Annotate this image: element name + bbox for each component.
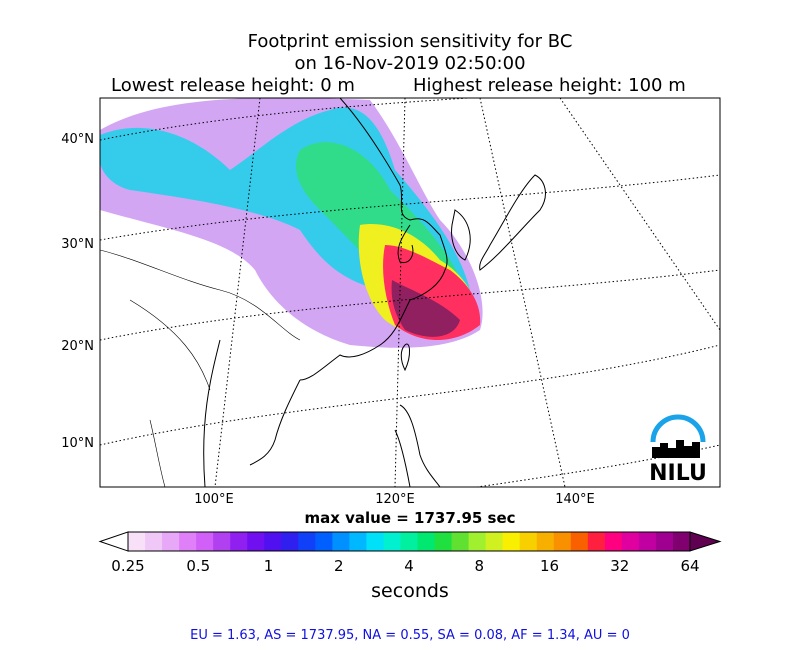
colorbar-tick-label: 64 [680,557,699,575]
colorbar-segment [230,532,248,551]
colorbar-segment [383,532,401,551]
title: Footprint emission sensitivity for BC [248,31,573,52]
colorbar-segment [621,532,640,551]
colorbar-segment [519,532,538,551]
release-high: Highest release height: 100 m [413,75,686,96]
lat-label: 30°N [61,237,94,252]
colorbar-segment [417,532,436,551]
colorbar-segment [196,532,214,551]
colorbar-segment [400,532,419,551]
graticule [100,98,720,487]
colorbar-segment [536,532,555,551]
colorbar-tick-label: 1 [264,557,274,575]
colorbar-segment [162,532,180,551]
colorbar-segment [604,532,623,551]
colorbar-segment [502,532,521,551]
colorbar-segment [128,532,146,551]
colorbar-segment [485,532,504,551]
lon-labels: 100°E 120°E 140°E [194,492,595,507]
footer: EU = 1.63, AS = 1737.95, NA = 0.55, SA =… [190,628,630,643]
colorbar-frame [127,531,691,552]
colorbar-segment [672,532,691,551]
release-low: Lowest release height: 0 m [111,75,355,96]
lon-label: 100°E [194,492,234,507]
colorbar-tick-label: 16 [540,557,559,575]
coastlines [100,98,546,487]
colorbar-segment [468,532,487,551]
colorbar-segment [434,532,453,551]
colorbar-segment [247,532,265,551]
colorbar-segment [451,532,470,551]
colorbar-extend-low [98,531,129,552]
plume [100,98,483,348]
map-frame [99,97,721,488]
subtitle: on 16-Nov-2019 02:50:00 [294,53,525,74]
colorbar-tick-label: 2 [334,557,344,575]
lon-label: 120°E [375,492,415,507]
colorbar-segment [655,532,674,551]
colorbar-segment [553,532,572,551]
colorbar: 0.25 0.5 1 2 4 8 16 32 64 [98,531,722,575]
colorbar-segment [638,532,657,551]
lon-label: 140°E [555,492,595,507]
colorbar-segment [570,532,589,551]
logo-text: NILU [649,461,707,486]
colorbar-segment [587,532,606,551]
colorbar-segment [281,532,299,551]
colorbar-tick-label: 32 [610,557,629,575]
map: NILU [100,98,720,487]
nilu-logo: NILU [649,414,707,486]
colorbar-extend-high [689,531,722,552]
colorbar-segment [298,532,316,551]
colorbar-segment [332,532,350,551]
colorbar-tick-label: 8 [474,557,484,575]
colorbar-tick-label: 0.5 [186,557,210,575]
colorbar-segment [366,532,384,551]
lat-label: 40°N [61,132,94,147]
lat-label: 10°N [61,436,94,451]
max-value: max value = 1737.95 sec [304,509,515,527]
lat-label: 20°N [61,339,94,354]
lat-labels: 40°N 30°N 20°N 10°N [61,132,94,451]
colorbar-segment [349,532,367,551]
colorbar-tick-label: 4 [404,557,414,575]
colorbar-segment [315,532,333,551]
colorbar-segment [264,532,282,551]
colorbar-label: seconds [371,580,449,602]
colorbar-tick-label: 0.25 [111,557,144,575]
colorbar-segment [179,532,197,551]
colorbar-segment [213,532,231,551]
colorbar-segment [145,532,163,551]
